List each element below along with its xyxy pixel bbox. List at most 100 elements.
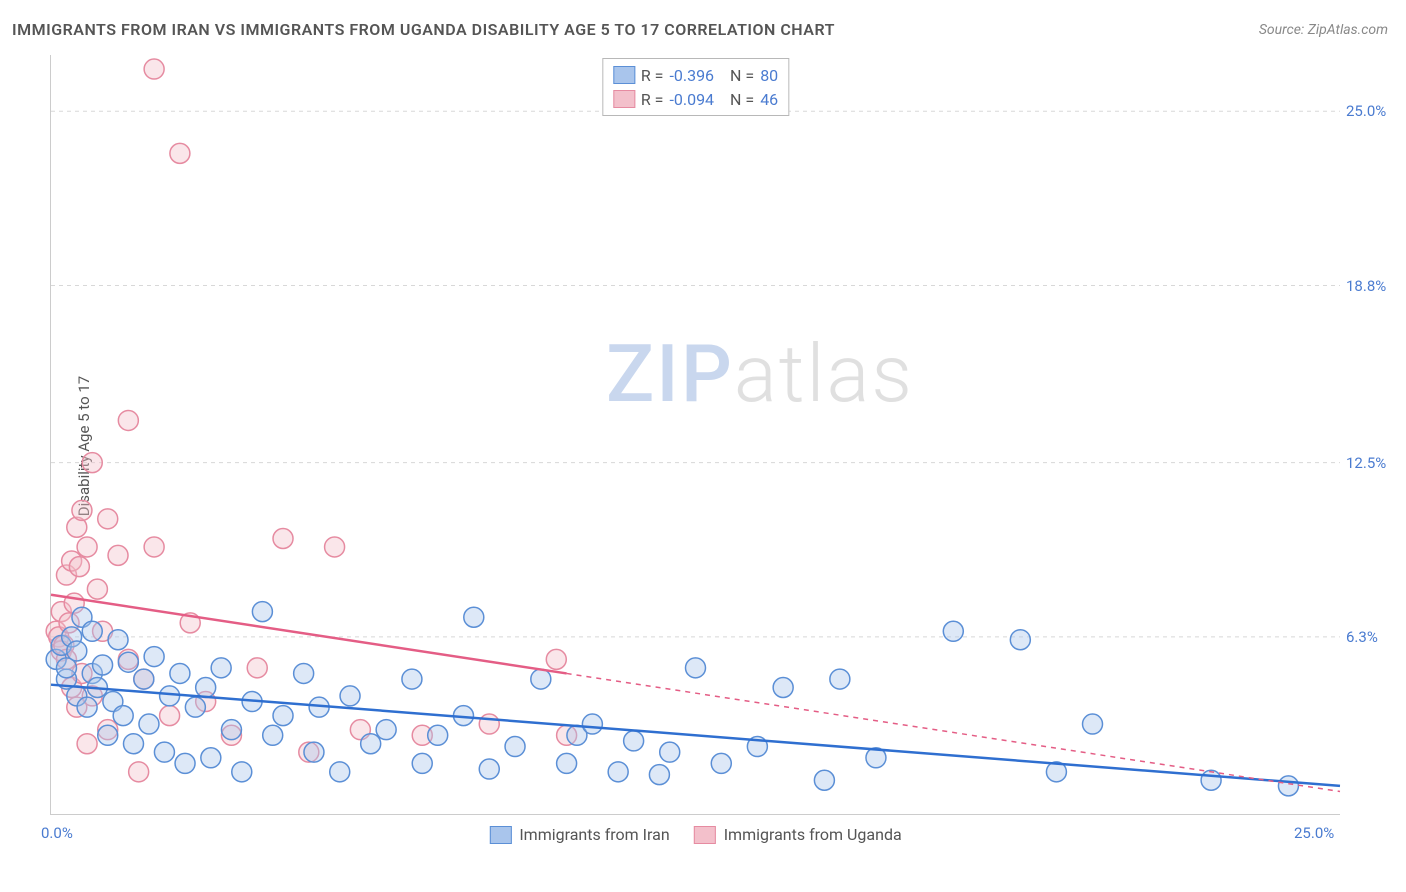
data-point xyxy=(82,453,102,473)
data-point xyxy=(77,697,97,717)
legend-item-uganda: Immigrants from Uganda xyxy=(694,825,902,844)
legend-series: Immigrants from Iran Immigrants from Uga… xyxy=(489,825,901,844)
data-point xyxy=(154,742,174,762)
data-point xyxy=(144,647,164,667)
data-point xyxy=(294,663,314,683)
source-value: ZipAtlas.com xyxy=(1308,22,1388,38)
data-point xyxy=(77,734,97,754)
data-point xyxy=(711,753,731,773)
data-point xyxy=(82,621,102,641)
data-point xyxy=(160,706,180,726)
data-point xyxy=(67,641,87,661)
r-value-uganda: -0.094 xyxy=(669,90,714,109)
legend-swatch-iran-bottom xyxy=(489,826,511,844)
data-point xyxy=(98,509,118,529)
y-tick-label: 12.5% xyxy=(1346,454,1396,472)
trend-line-extrapolated xyxy=(567,673,1340,791)
data-point xyxy=(93,655,113,675)
data-point xyxy=(505,737,525,757)
data-point xyxy=(412,753,432,773)
data-point xyxy=(113,706,133,726)
data-point xyxy=(170,663,190,683)
legend-swatch-iran xyxy=(613,66,635,84)
chart-container: IMMIGRANTS FROM IRAN VS IMMIGRANTS FROM … xyxy=(0,0,1406,892)
x-tick-label: 25.0% xyxy=(1294,824,1334,842)
data-point xyxy=(773,678,793,698)
legend-label-uganda: Immigrants from Uganda xyxy=(724,825,902,844)
y-tick-label: 18.8% xyxy=(1346,277,1396,295)
data-point xyxy=(304,742,324,762)
data-point xyxy=(263,725,283,745)
data-point xyxy=(134,669,154,689)
data-point xyxy=(108,545,128,565)
data-point xyxy=(479,759,499,779)
r-value-iran: -0.396 xyxy=(669,66,714,85)
data-point xyxy=(175,753,195,773)
data-point xyxy=(830,669,850,689)
data-point xyxy=(221,720,241,740)
y-tick-label: 6.3% xyxy=(1346,628,1396,646)
chart-title: IMMIGRANTS FROM IRAN VS IMMIGRANTS FROM … xyxy=(12,20,835,39)
data-point xyxy=(1083,714,1103,734)
data-point xyxy=(660,742,680,762)
n-label: N = xyxy=(730,90,754,109)
n-value-iran: 80 xyxy=(760,66,778,85)
data-point xyxy=(247,658,267,678)
data-point xyxy=(69,557,89,577)
data-point xyxy=(108,630,128,650)
data-point xyxy=(87,579,107,599)
data-point xyxy=(123,734,143,754)
data-point xyxy=(98,725,118,745)
legend-stats-row-iran: R = -0.396 N = 80 xyxy=(613,63,778,87)
legend-stats: R = -0.396 N = 80 R = -0.094 N = 46 xyxy=(602,58,789,116)
data-point xyxy=(1201,770,1221,790)
data-point xyxy=(211,658,231,678)
data-point xyxy=(531,669,551,689)
data-point xyxy=(185,697,205,717)
data-point xyxy=(160,686,180,706)
plot-area: ZIPatlas R = -0.396 N = 80 R = -0.094 N … xyxy=(50,55,1340,815)
data-point xyxy=(1278,776,1298,796)
data-point xyxy=(376,720,396,740)
data-point xyxy=(557,753,577,773)
data-point xyxy=(325,537,345,557)
legend-stats-row-uganda: R = -0.094 N = 46 xyxy=(613,87,778,111)
data-point xyxy=(144,537,164,557)
r-label: R = xyxy=(641,90,664,109)
data-point xyxy=(201,748,221,768)
data-point xyxy=(170,143,190,163)
data-point xyxy=(273,529,293,549)
data-point xyxy=(546,649,566,669)
data-point xyxy=(402,669,422,689)
data-point xyxy=(252,602,272,622)
data-point xyxy=(943,621,963,641)
data-point xyxy=(686,658,706,678)
data-point xyxy=(129,762,149,782)
data-point xyxy=(144,59,164,79)
data-point xyxy=(1010,630,1030,650)
legend-swatch-uganda-bottom xyxy=(694,826,716,844)
plot-svg xyxy=(51,55,1340,814)
data-point xyxy=(139,714,159,734)
x-tick-label: 0.0% xyxy=(41,824,73,842)
source-label: Source: xyxy=(1259,22,1304,38)
y-tick-label: 25.0% xyxy=(1346,102,1396,120)
data-point xyxy=(232,762,252,782)
data-point xyxy=(608,762,628,782)
legend-swatch-uganda xyxy=(613,90,635,108)
data-point xyxy=(330,762,350,782)
n-value-uganda: 46 xyxy=(760,90,778,109)
data-point xyxy=(72,500,92,520)
n-label: N = xyxy=(730,66,754,85)
source-attribution: Source: ZipAtlas.com xyxy=(1259,22,1388,38)
data-point xyxy=(814,770,834,790)
data-point xyxy=(361,734,381,754)
data-point xyxy=(196,678,216,698)
legend-label-iran: Immigrants from Iran xyxy=(519,825,669,844)
data-point xyxy=(464,607,484,627)
data-point xyxy=(340,686,360,706)
data-point xyxy=(582,714,602,734)
r-label: R = xyxy=(641,66,664,85)
data-point xyxy=(649,765,669,785)
data-point xyxy=(118,652,138,672)
